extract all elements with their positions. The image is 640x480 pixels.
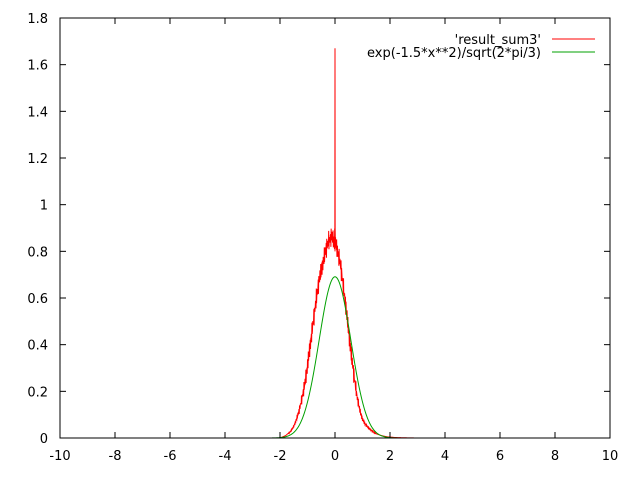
y-tick-label: 1.8: [27, 12, 48, 27]
y-tick-label: 0.6: [27, 292, 48, 307]
x-tick-label: -6: [164, 449, 177, 464]
y-tick-label: 0.8: [27, 245, 48, 260]
y-tick-label: 1.6: [27, 59, 48, 74]
y-tick-label: 0: [40, 432, 48, 447]
x-tick-label: -8: [109, 449, 122, 464]
legend: 'result_sum3' exp(-1.5*x**2)/sqrt(2*pi/3…: [367, 33, 595, 61]
x-tick-label: -4: [219, 449, 232, 464]
legend-label-gaussian: exp(-1.5*x**2)/sqrt(2*pi/3): [367, 46, 541, 61]
x-tick-label: 2: [386, 449, 394, 464]
y-tick-label: 0.4: [27, 339, 48, 354]
x-tick-label: 6: [496, 449, 504, 464]
ticks-layer: -10 -8 -6 -4 -2 0 2 4 6 8 10 0 0.2 0.4 0.6 0.8 1 1.2 1.4 1.…: [27, 12, 618, 464]
y-tick-label: 1: [40, 199, 48, 214]
y-tick-label: 0.2: [27, 385, 48, 400]
axis-frame: [59, 17, 611, 439]
x-tick-label: 8: [551, 449, 559, 464]
x-tick-label: 0: [331, 449, 339, 464]
x-tick-label: -2: [274, 449, 287, 464]
plot-border: [59, 17, 611, 439]
y-tick-label: 1.4: [27, 105, 48, 120]
x-tick-label: -10: [49, 449, 70, 464]
x-tick-label: 4: [441, 449, 449, 464]
y-tick-label: 1.2: [27, 152, 48, 167]
x-tick-label: 10: [602, 449, 619, 464]
legend-label-result-sum3: 'result_sum3': [455, 33, 541, 48]
